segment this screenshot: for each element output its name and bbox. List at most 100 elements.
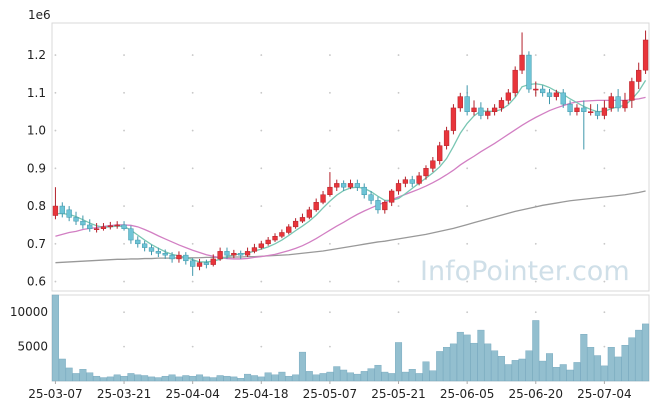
x-tick-label: 25-03-21 [97,387,151,401]
candle-body [238,253,244,256]
candle-body [423,168,429,177]
volume-bar [264,372,272,382]
volume-bar [559,364,567,382]
candle [430,157,436,173]
candle-body [457,96,463,109]
candle-body [505,92,511,101]
candle-body [498,100,505,109]
volume-bar [594,355,602,382]
grid-point [191,54,194,56]
candle [588,104,594,116]
candle-body [272,236,278,241]
volume-bar [72,373,80,382]
volume-bar [175,376,183,382]
candle-body [286,226,292,233]
candle-body [155,251,162,254]
volume-bar [79,369,87,382]
candle-body [485,111,491,116]
grid-point [54,54,57,56]
candle-body [299,217,306,222]
candle [190,258,196,276]
candle-body [546,92,553,97]
candle-body [464,96,470,112]
candle-body [73,217,79,222]
volume-bar [347,372,354,382]
candle [519,32,525,74]
candle-body [87,224,93,229]
candle-body [224,251,230,256]
volume-bar [305,371,313,382]
candle [574,104,580,116]
candle [128,225,134,244]
volume-bar [470,342,478,382]
candle [594,104,601,120]
volume-bar [395,342,403,382]
candle [608,92,614,112]
volume-bar [367,368,375,382]
y-tick-label: 1.0 [27,124,46,138]
candle [416,172,422,186]
x-tick-label: 25-04-04 [165,387,219,401]
candle [382,200,388,214]
grid-point [397,54,400,56]
candle [546,89,553,105]
volume-bar [429,370,437,382]
volume-bar [182,375,190,382]
grid-point [466,205,469,207]
candle-body [471,107,477,112]
candle-body [320,194,326,203]
volume-bar [642,323,650,382]
candle [87,219,93,232]
candle [203,259,210,269]
volume-bar [292,374,300,382]
grid-point [54,129,57,132]
grid-point [191,345,194,348]
grid-point [123,345,125,348]
candle-body [622,100,628,109]
candle [629,77,635,108]
volume-tick-label: 10000 [10,305,48,319]
grid-point [123,91,125,94]
candle-body [491,107,498,112]
candle [176,251,182,263]
candle-body [292,220,299,228]
volume-bar [250,375,258,382]
candle [251,243,258,254]
grid-point [603,345,606,348]
candle-body [430,160,436,169]
candle-body [169,254,175,260]
candle [292,218,299,229]
volume-bar [381,371,389,382]
candle [59,202,65,218]
candle [389,189,395,207]
x-tick-label: 25-07-04 [577,387,631,401]
candle [224,247,230,259]
candle [93,223,100,233]
volume-bar [436,351,444,382]
candle [52,187,59,220]
grid-point [329,242,331,245]
candle-body [382,202,388,211]
candle [258,240,264,250]
candle-body [162,253,168,256]
candle-body [327,186,333,195]
candle-body [361,186,367,195]
candle [279,229,285,239]
candle-body [512,69,518,94]
volume-bar [230,376,238,382]
candle-body [409,179,415,184]
grid-point [329,91,331,94]
volume-bar [120,375,128,382]
grid-point [397,242,400,245]
candle [135,236,141,248]
grid-point [54,242,57,245]
candle-body [52,205,59,216]
candle [107,221,113,230]
candle [347,179,354,190]
volume-bar [106,376,114,382]
grid-point [191,242,194,245]
candle [478,102,484,120]
volume-bar [51,294,59,382]
volume-bar [635,329,643,382]
grid-point [191,280,194,283]
